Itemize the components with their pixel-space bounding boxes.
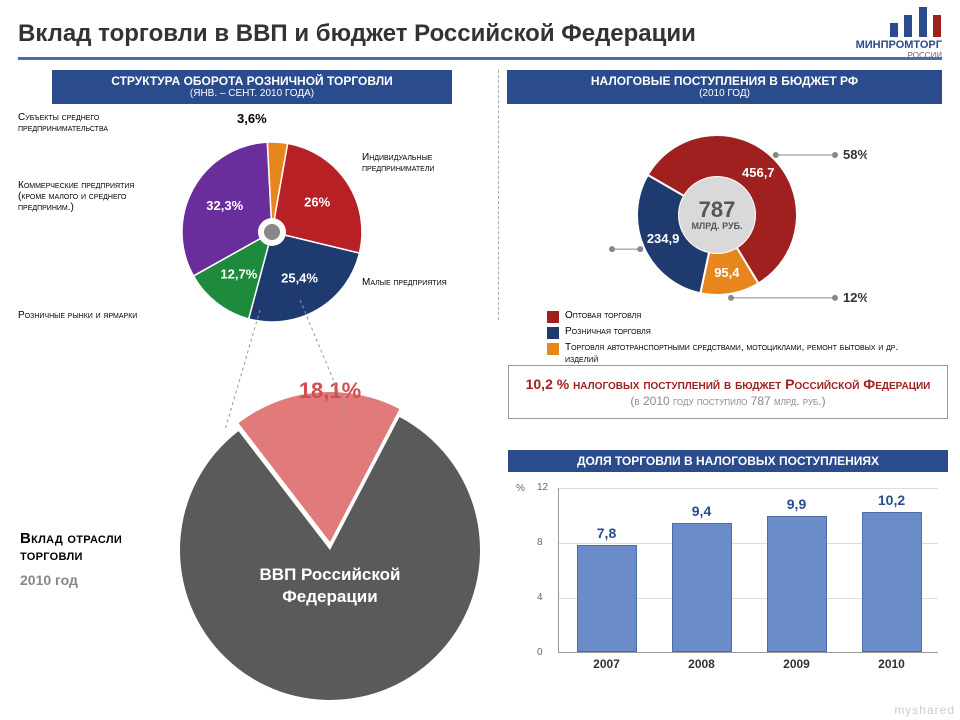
- watermark: myshared: [894, 703, 955, 717]
- retail-slice-pct: 32,3%: [206, 198, 243, 213]
- legend-swatch: [547, 311, 559, 323]
- logo-sub: РОССИИ: [856, 51, 942, 60]
- bar-category: 2008: [662, 657, 742, 671]
- retail-lbl-markets: Розничные рынки и ярмарки: [18, 310, 158, 321]
- legend-swatch: [547, 343, 559, 355]
- legend-row: Розничная торговля: [547, 326, 925, 339]
- bar-value: 10,2: [852, 492, 932, 508]
- tax-header-sub: (2010 ГОД): [513, 88, 936, 100]
- retail-lbl-medium: Субъекты среднего предпринимательства: [18, 112, 158, 134]
- bar-category: 2009: [757, 657, 837, 671]
- y-tick-label: 12: [537, 482, 548, 493]
- gdp-panel: 18,1%ВВП РоссийскойФедерации Вклад отрас…: [10, 370, 505, 710]
- retail-slice-pct: 26%: [304, 195, 330, 210]
- logo-name: МИНПРОМТОРГ: [856, 39, 942, 51]
- retail-lbl-commercial: Коммерческие предприятия (кроме малого и…: [18, 180, 163, 213]
- bar-value: 7,8: [567, 525, 647, 541]
- y-tick-label: 8: [537, 537, 543, 548]
- tax-slice-pct: 12%: [843, 290, 867, 305]
- retail-slice-pct: 12,7%: [220, 267, 257, 282]
- tax-panel: НАЛОГОВЫЕ ПОСТУПЛЕНИЯ В БЮДЖЕТ РФ (2010 …: [498, 70, 953, 320]
- tax-note-line1: 10,2 % налоговых поступлений в бюджет Ро…: [523, 376, 933, 392]
- tax-slice-val: 95,4: [714, 266, 740, 281]
- bar-chart: % 048127,820079,420089,9200910,22010: [508, 478, 948, 678]
- grid-line: [559, 488, 938, 489]
- bar-y-unit: %: [516, 483, 525, 494]
- tax-center-unit: МЛРД. РУБ.: [691, 221, 742, 231]
- bar-header-title: ДОЛЯ ТОРГОВЛИ В НАЛОГОВЫХ ПОСТУПЛЕНИЯХ: [577, 454, 879, 468]
- gdp-pie: 18,1%ВВП РоссийскойФедерации: [160, 380, 500, 720]
- y-tick-label: 4: [537, 592, 543, 603]
- page-title: Вклад торговли в ВВП и бюджет Российской…: [18, 20, 696, 48]
- tax-slice-val: 234,9: [647, 231, 680, 246]
- tax-donut: 456,758%95,412%234,930%787МЛРД. РУБ.: [607, 115, 867, 315]
- tax-note: 10,2 % налоговых поступлений в бюджет Ро…: [508, 365, 948, 419]
- bar-value: 9,9: [757, 496, 837, 512]
- bar: [672, 523, 732, 652]
- retail-lbl-small: Малые предприятия: [362, 277, 482, 288]
- retail-pie: 26% 25,4% 12,7% 32,3%: [172, 132, 372, 332]
- tax-header-title: НАЛОГОВЫЕ ПОСТУПЛЕНИЯ В БЮДЖЕТ РФ: [591, 74, 858, 88]
- tax-donut-container: 456,758%95,412%234,930%787МЛРД. РУБ. Опт…: [507, 110, 952, 320]
- bar: [767, 516, 827, 652]
- bar-area: 048127,820079,420089,9200910,22010: [558, 488, 938, 653]
- legend-text: Торговля автотранспортными средствами, м…: [565, 342, 925, 366]
- tax-note-line2: (в 2010 году поступило 787 млрд. руб.): [523, 394, 933, 408]
- gdp-year: 2010 год: [20, 572, 78, 588]
- retail-header-title: СТРУКТУРА ОБОРОТА РОЗНИЧНОЙ ТОРГОВЛИ: [111, 74, 393, 88]
- title-bar: Вклад торговли в ВВП и бюджет Российской…: [18, 10, 942, 60]
- bar: [577, 545, 637, 652]
- logo: МИНПРОМТОРГ РОССИИ: [856, 7, 942, 60]
- retail-lbl-medium-pct: 3,6%: [237, 112, 267, 126]
- tax-center-val: 787: [699, 197, 736, 222]
- bar-value: 9,4: [662, 503, 742, 519]
- legend-text: Оптовая торговля: [565, 310, 641, 322]
- bar-panel: ДОЛЯ ТОРГОВЛИ В НАЛОГОВЫХ ПОСТУПЛЕНИЯХ %…: [508, 450, 948, 678]
- legend-swatch: [547, 327, 559, 339]
- retail-header: СТРУКТУРА ОБОРОТА РОЗНИЧНОЙ ТОРГОВЛИ (ЯН…: [52, 70, 452, 104]
- bar-header: ДОЛЯ ТОРГОВЛИ В НАЛОГОВЫХ ПОСТУПЛЕНИЯХ: [508, 450, 948, 472]
- legend-text: Розничная торговля: [565, 326, 651, 338]
- gdp-title: Вклад отрасли торговли: [20, 530, 180, 564]
- gdp-pct: 18,1%: [299, 380, 361, 403]
- tax-header: НАЛОГОВЫЕ ПОСТУПЛЕНИЯ В БЮДЖЕТ РФ (2010 …: [507, 70, 942, 104]
- bar-category: 2007: [567, 657, 647, 671]
- retail-pie-container: 26% 25,4% 12,7% 32,3% Субъекты среднего пре…: [12, 112, 492, 362]
- tax-slice-val: 456,7: [742, 165, 775, 180]
- bar-category: 2010: [852, 657, 932, 671]
- y-tick-label: 0: [537, 647, 543, 658]
- legend-row: Торговля автотранспортными средствами, м…: [547, 342, 925, 366]
- legend-row: Оптовая торговля: [547, 310, 925, 323]
- retail-structure-panel: СТРУКТУРА ОБОРОТА РОЗНИЧНОЙ ТОРГОВЛИ (ЯН…: [12, 70, 492, 362]
- retail-header-sub: (ЯНВ. – СЕНТ. 2010 ГОДА): [58, 88, 446, 100]
- retail-lbl-individual: Индивидуальные предприниматели: [362, 152, 492, 174]
- bar: [862, 512, 922, 652]
- logo-icon: [889, 7, 942, 37]
- retail-slice-pct: 25,4%: [281, 271, 318, 286]
- tax-legend: Оптовая торговля Розничная торговля Торгов…: [547, 310, 925, 369]
- tax-slice-pct: 58%: [843, 147, 867, 162]
